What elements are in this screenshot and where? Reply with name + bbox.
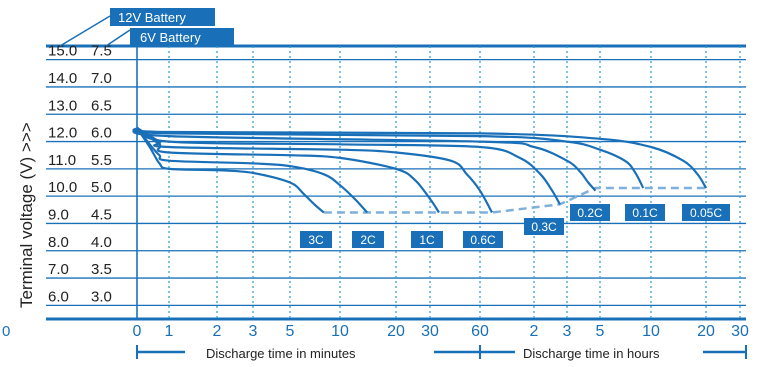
battery-6v-pointer xyxy=(105,29,131,47)
x-tick-label: 5 xyxy=(596,323,605,340)
rate-label-box xyxy=(411,231,443,248)
rate-label: 0.2C xyxy=(577,206,603,220)
series-line-0.6C xyxy=(136,126,493,214)
battery-12v-box xyxy=(110,8,215,26)
y-tick-6v: 3.0 xyxy=(91,288,112,305)
stray-zero: 0 xyxy=(2,323,10,340)
series-line-1C xyxy=(136,127,440,214)
rate-label-box xyxy=(352,231,384,248)
battery-6v-label: 6V Battery xyxy=(140,30,201,45)
y-tick-6v: 5.5 xyxy=(91,152,112,169)
y-tick-6v: 6.5 xyxy=(91,97,112,114)
x-tick-label: 20 xyxy=(697,323,715,340)
y-tick-12v: 9.0 xyxy=(48,206,69,223)
x-tick-label: 10 xyxy=(642,323,660,340)
series-line-0.2C xyxy=(132,126,597,192)
rate-label: 0.6C xyxy=(470,233,496,247)
endpoint-line xyxy=(323,186,706,214)
x-tick-label: 30 xyxy=(421,323,439,340)
y-tick-6v: 4.0 xyxy=(91,234,112,251)
rate-label-box xyxy=(682,204,730,221)
series-line-0.3C xyxy=(136,126,561,205)
x-range-bars: Discharge time in minutes Discharge time… xyxy=(136,345,747,361)
series-line-2C xyxy=(136,127,369,214)
series-line-0.1C xyxy=(132,126,645,189)
x-minutes-label: Discharge time in minutes xyxy=(206,346,356,361)
rate-label-box xyxy=(570,204,610,221)
y-tick-12v: 12.0 xyxy=(48,125,77,142)
y-tick-12v: 13.0 xyxy=(48,97,77,114)
y-tick-12v: 7.0 xyxy=(48,261,69,278)
rate-label: 2C xyxy=(360,233,376,247)
y-tick-6v: 5.0 xyxy=(91,179,112,196)
x-tick-label: 3 xyxy=(563,323,572,340)
y-tick-6v: 7.0 xyxy=(91,70,112,87)
x-tick-label: 2 xyxy=(530,323,539,340)
rate-label: 0.1C xyxy=(632,206,658,220)
y-tick-6v: 3.5 xyxy=(91,261,112,278)
x-tick-label: 10 xyxy=(331,323,349,340)
plot-area xyxy=(132,126,707,214)
rate-label: 0.3C xyxy=(531,220,557,234)
rate-label-box xyxy=(524,218,564,235)
rate-label: 3C xyxy=(308,233,324,247)
chart-labels: 15.014.013.012.011.010.09.08.07.06.07.57… xyxy=(48,43,749,340)
rate-label-box xyxy=(300,231,332,248)
y-tick-12v: 10.0 xyxy=(48,179,77,196)
y-tick-6v: 7.5 xyxy=(91,43,112,60)
battery-12v-pointer xyxy=(59,15,111,47)
series-line-3C xyxy=(136,127,325,214)
y-tick-12v: 11.0 xyxy=(48,152,76,169)
x-hours-label: Discharge time in hours xyxy=(523,346,660,361)
x-tick-label: 2 xyxy=(213,323,222,340)
x-tick-label: 0 xyxy=(133,323,142,340)
battery-12v-label: 12V Battery xyxy=(118,10,186,25)
rate-label: 1C xyxy=(419,233,435,247)
x-tick-label: 5 xyxy=(286,323,295,340)
battery-6v-box xyxy=(130,28,234,46)
x-tick-label: 30 xyxy=(731,323,749,340)
x-tick-label: 1 xyxy=(165,323,174,340)
series-line-0.05C xyxy=(132,126,707,189)
y-tick-12v: 6.0 xyxy=(48,288,69,305)
y-tick-6v: 6.0 xyxy=(91,125,112,142)
y-tick-6v: 4.5 xyxy=(91,206,112,223)
rate-label: 0.05C xyxy=(690,206,722,220)
x-tick-label: 20 xyxy=(387,323,405,340)
y-axis-label: Terminal voltage (V) >>> xyxy=(17,122,36,308)
y-tick-12v: 8.0 xyxy=(48,234,69,251)
y-tick-12v: 14.0 xyxy=(48,70,77,87)
rate-label-box xyxy=(625,204,665,221)
x-tick-label: 60 xyxy=(471,323,489,340)
battery-legend: 12V Battery 6V Battery xyxy=(59,8,234,47)
rate-label-box xyxy=(463,231,503,248)
y-tick-12v: 15.0 xyxy=(48,43,77,60)
x-tick-label: 3 xyxy=(249,323,258,340)
